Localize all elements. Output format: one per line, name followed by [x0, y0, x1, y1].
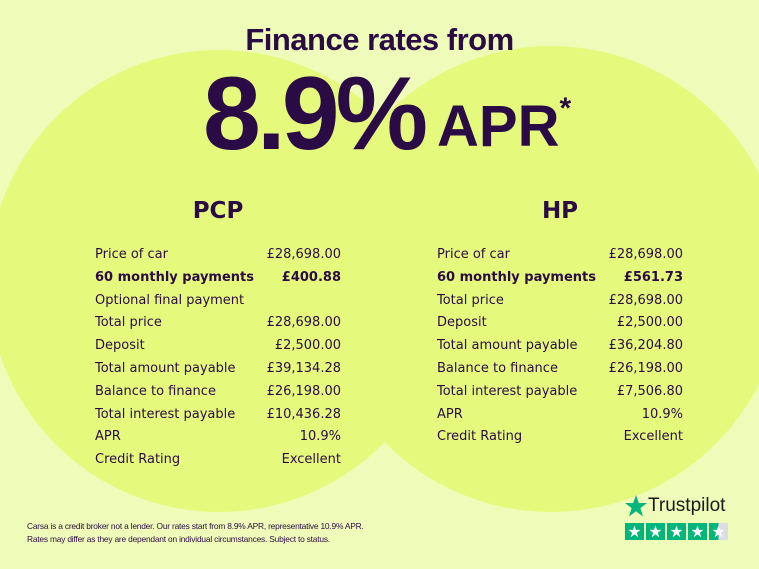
table-row: Deposit £2,500.00 [95, 335, 341, 358]
row-value: £10,436.28 [266, 406, 341, 422]
row-label: Price of car [95, 247, 168, 262]
table-row: Price of car £28,698.00 [437, 244, 683, 267]
row-label: Balance to finance [95, 383, 216, 399]
row-label: Total amount payable [95, 360, 236, 376]
table-row: 60 monthly payments £561.73 [437, 267, 683, 290]
row-label: Total price [437, 292, 504, 308]
star-icon [646, 523, 665, 540]
asterisk: * [559, 92, 572, 125]
row-label: 60 monthly payments [95, 269, 254, 285]
rate-value: 8.9% [203, 56, 428, 172]
table-row: Deposit £2,500.00 [437, 312, 683, 335]
row-value: 10.9% [641, 406, 683, 422]
pcp-title: PCP [192, 198, 244, 224]
row-label: APR [95, 429, 121, 445]
table-row: Total amount payable £36,204.80 [437, 335, 683, 358]
row-value: £2,500.00 [274, 338, 341, 354]
table-row: Credit Rating Excellent [437, 426, 683, 449]
hp-table: HP Price of car £28,698.00 60 monthly paym… [437, 198, 683, 449]
row-value: £2,500.00 [616, 315, 683, 331]
pcp-table: PCP Price of car £28,698.00 60 monthly pay… [95, 198, 341, 472]
row-label: Total price [95, 315, 162, 331]
background-circle-right [318, 46, 759, 512]
table-row: Total price £28,698.00 [437, 290, 683, 313]
row-value: Excellent [281, 452, 341, 468]
row-value: £39,134.28 [266, 360, 341, 376]
trustpilot-rating [625, 523, 728, 540]
row-value: £28,698.00 [266, 247, 341, 262]
disclaimer: Carsa is a credit broker not a lender. O… [27, 521, 364, 544]
row-value: £26,198.00 [266, 383, 341, 399]
apr-label: APR* [437, 92, 572, 159]
table-row: 60 monthly payments £400.88 [95, 267, 341, 290]
row-label: Optional final payment [95, 292, 245, 308]
row-label: 60 monthly payments [437, 269, 596, 285]
table-row: Balance to finance £26,198.00 [95, 381, 341, 404]
table-row: Credit Rating Excellent [95, 449, 341, 472]
row-value: £28,698.00 [266, 315, 341, 331]
row-value: £28,698.00 [608, 292, 683, 308]
table-row: Total price £28,698.00 [95, 312, 341, 335]
star-icon [625, 523, 644, 540]
row-value: £28,698.00 [608, 247, 683, 262]
row-value: £7,506.80 [616, 383, 683, 399]
row-label: Total amount payable [437, 338, 578, 354]
trustpilot-name: Trustpilot [648, 495, 726, 516]
table-row: APR 10.9% [95, 426, 341, 449]
row-value: £36,204.80 [608, 338, 683, 354]
table-row: Total interest payable £7,506.80 [437, 381, 683, 404]
row-label: Balance to finance [437, 360, 558, 376]
row-label: Deposit [437, 315, 487, 331]
table-row: Optional final payment [95, 290, 341, 313]
star-icon [667, 523, 686, 540]
hp-title: HP [541, 198, 579, 224]
row-label: Price of car [437, 247, 510, 262]
row-label: Credit Rating [437, 429, 523, 445]
row-label: Deposit [95, 338, 145, 354]
star-icon [688, 523, 707, 540]
table-row: Total interest payable £10,436.28 [95, 404, 341, 427]
row-label: Total interest payable [437, 383, 578, 399]
row-value: £561.73 [623, 269, 683, 285]
table-row: Total amount payable £39,134.28 [95, 358, 341, 381]
row-value: £400.88 [281, 269, 341, 285]
star-icon [709, 523, 728, 540]
table-row: Price of car £28,698.00 [95, 244, 341, 267]
headline: Finance rates from [245, 22, 514, 57]
row-label: Credit Rating [95, 452, 181, 468]
row-value: Excellent [623, 429, 683, 445]
trustpilot-star-icon [625, 495, 647, 517]
row-label: Total interest payable [95, 406, 236, 422]
table-row: Balance to finance £26,198.00 [437, 358, 683, 381]
row-value: 10.9% [299, 429, 341, 445]
row-label: APR [437, 406, 463, 422]
row-value: £26,198.00 [608, 360, 683, 376]
table-row: APR 10.9% [437, 404, 683, 427]
